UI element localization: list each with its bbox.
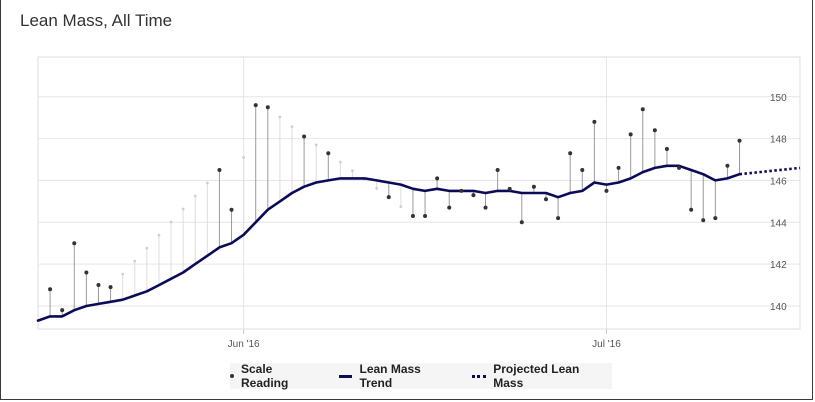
faded-marker bbox=[169, 220, 173, 224]
y-tick-label: 140 bbox=[770, 302, 787, 313]
scale-reading-point bbox=[604, 188, 609, 193]
faded-marker bbox=[133, 259, 137, 263]
scale-reading-point bbox=[326, 151, 331, 156]
scale-reading-point bbox=[664, 147, 669, 152]
legend-scale-reading[interactable]: Scale Reading bbox=[230, 362, 323, 390]
dotted-line-icon bbox=[472, 374, 487, 378]
trend-line bbox=[36, 164, 741, 322]
scale-reading-point bbox=[495, 167, 500, 172]
scale-reading-point bbox=[410, 214, 415, 219]
scale-reading-point bbox=[544, 197, 548, 202]
faded-marker bbox=[205, 181, 209, 185]
scale-reading-point bbox=[616, 165, 621, 170]
scale-reading-point bbox=[253, 103, 258, 108]
faded-marker bbox=[193, 194, 197, 198]
scale-reading-point bbox=[447, 205, 452, 210]
scale-reading-point bbox=[265, 105, 270, 110]
faded-marker bbox=[278, 115, 282, 119]
scale-reading-point bbox=[48, 287, 53, 292]
scale-reading-point bbox=[423, 214, 428, 219]
scale-reading-point bbox=[689, 207, 694, 212]
faded-marker bbox=[375, 186, 379, 190]
y-tick-label: 142 bbox=[770, 260, 787, 271]
dot-marker-icon bbox=[230, 374, 234, 378]
scale-reading-point bbox=[677, 165, 682, 170]
scale-reading-point bbox=[519, 220, 524, 225]
scale-reading-point bbox=[713, 216, 718, 221]
chart-title: Lean Mass, All Time bbox=[20, 11, 173, 30]
faded-stems bbox=[121, 115, 403, 300]
scale-reading-point bbox=[580, 167, 585, 172]
x-tick-label: Jul '16 bbox=[592, 339, 621, 350]
scale-reading-point bbox=[737, 138, 742, 143]
scale-reading-point bbox=[217, 167, 222, 172]
scale-reading-point bbox=[108, 285, 113, 290]
plot-area bbox=[37, 56, 801, 330]
scale-reading-point bbox=[531, 184, 536, 189]
faded-marker bbox=[399, 205, 403, 209]
faded-marker bbox=[121, 272, 125, 276]
scale-reading-point bbox=[386, 195, 391, 200]
scale-reading-point bbox=[592, 119, 597, 124]
scale-reading-point bbox=[72, 241, 77, 246]
scale-reading-point bbox=[701, 218, 706, 223]
scale-reading-point bbox=[483, 205, 488, 210]
legend-scale-reading-label: Scale Reading bbox=[240, 362, 289, 390]
scale-reading-point bbox=[556, 216, 561, 221]
x-tick-label: Jun '16 bbox=[228, 339, 260, 350]
y-tick-label: 148 bbox=[770, 135, 787, 146]
y-axis: 140 142 144 146 148 150 bbox=[770, 93, 787, 313]
y-tick-label: 150 bbox=[770, 93, 787, 104]
legend-trend-label: Lean Mass Trend bbox=[359, 362, 421, 390]
scale-reading-point bbox=[640, 107, 645, 112]
faded-marker bbox=[338, 160, 342, 164]
scale-reading-point bbox=[628, 132, 633, 137]
scale-readings bbox=[48, 103, 742, 313]
scale-reading-point bbox=[84, 270, 89, 275]
legend-lean-mass-trend[interactable]: Lean Mass Trend bbox=[338, 362, 457, 390]
faded-marker bbox=[145, 246, 149, 250]
scale-reading-point bbox=[229, 207, 234, 212]
y-tick-label: 144 bbox=[770, 218, 787, 229]
chart-legend: Scale Reading Lean Mass Trend Projected … bbox=[230, 362, 612, 390]
scale-reading-point bbox=[435, 176, 440, 181]
legend-projected-label: Projected Lean Mass bbox=[493, 362, 580, 390]
scale-reading-point bbox=[507, 186, 512, 191]
x-axis: Jun '16 Jul '16 bbox=[228, 329, 621, 350]
scale-reading-point bbox=[471, 193, 476, 198]
scale-reading-point bbox=[60, 308, 65, 313]
faded-marker bbox=[157, 233, 161, 237]
trend-layer bbox=[36, 164, 801, 322]
scale-reading-point bbox=[459, 188, 464, 193]
projected-line bbox=[739, 166, 801, 176]
faded-marker bbox=[242, 156, 246, 159]
scale-reading-point bbox=[652, 128, 657, 133]
legend-projected-lean-mass[interactable]: Projected Lean Mass bbox=[472, 362, 612, 390]
scale-reading-point bbox=[568, 151, 573, 156]
scale-reading-point bbox=[302, 134, 307, 139]
faded-marker bbox=[290, 125, 294, 129]
scale-reading-point bbox=[96, 283, 101, 288]
solid-line-icon bbox=[338, 374, 353, 378]
y-tick-label: 146 bbox=[770, 176, 787, 187]
faded-marker bbox=[314, 143, 318, 147]
faded-marker bbox=[351, 169, 354, 173]
faded-marker bbox=[181, 207, 185, 211]
scale-reading-point bbox=[725, 163, 730, 168]
